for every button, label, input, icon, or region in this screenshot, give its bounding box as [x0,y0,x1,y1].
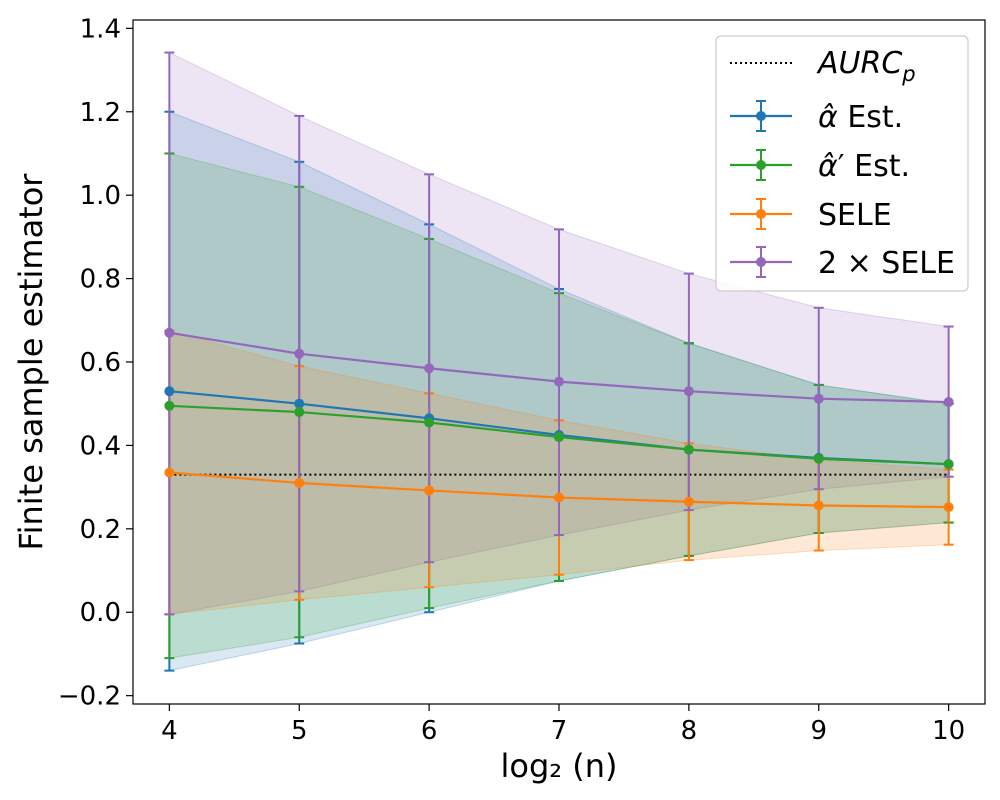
legend-handle-marker [756,209,766,219]
series-markers [164,327,954,513]
legend-label-main: SELE [818,198,892,233]
data-point [164,327,175,338]
legend-handle-marker [756,257,766,267]
data-point [683,496,694,507]
legend-handle-marker [756,111,766,121]
legend-handle-marker [756,160,766,170]
y-tick-label: 1.4 [80,14,121,44]
data-point [294,407,305,418]
legend-label-aurc-main: AURC [816,46,902,81]
legend-label: 2 × SELE [818,246,955,281]
y-tick-label: 0.4 [80,431,121,461]
data-point [683,386,694,397]
data-point [943,397,954,408]
data-point [294,477,305,488]
y-tick-label: 0.2 [80,515,121,545]
legend-label-rest: Est. [845,149,910,184]
legend-label-aurc: AURCp [816,46,916,86]
legend-label-main: α̂ [818,149,838,184]
data-point [813,453,824,464]
data-point [554,492,564,503]
y-tick-label: −0.2 [58,682,121,712]
data-point [813,500,824,511]
legend-label-prime: ′ [838,149,845,184]
y-tick-label: 1.0 [80,181,121,211]
x-tick-label: 6 [421,716,438,746]
data-point [554,376,564,387]
data-point [294,398,305,409]
x-axis: 4 5 6 7 8 9 10 [161,704,965,746]
data-point [683,444,694,455]
x-tick-label: 8 [681,716,698,746]
x-tick-label: 9 [810,716,827,746]
data-point [424,363,435,374]
x-tick-label: 10 [932,716,965,746]
legend-label-main: α̂ [818,100,838,135]
x-tick-label: 7 [551,716,568,746]
x-tick-label: 4 [161,716,178,746]
x-axis-label: log₂ (n) [500,747,617,785]
data-point [554,432,564,443]
legend-label-aurc-sub: p [901,62,915,86]
legend-label: α̂′ Est. [818,149,910,184]
data-point [424,485,435,496]
data-point [294,348,305,359]
data-point [164,467,175,478]
data-point [424,417,435,428]
legend-label: SELE [818,198,892,233]
y-tick-label: 1.2 [80,98,121,128]
data-point [164,400,175,411]
legend-label-main: 2 × SELE [818,246,955,281]
y-tick-label: 0.8 [80,265,121,295]
data-point [813,393,824,404]
legend-label: α̂ Est. [818,100,903,135]
legend-label-rest: Est. [838,100,903,135]
y-tick-label: 0.0 [80,598,121,628]
y-axis: −0.2 0.0 0.2 0.4 0.6 0.8 1.0 1.2 1.4 [58,14,133,712]
legend-box [715,35,969,292]
y-tick-label: 0.6 [80,348,121,378]
y-axis-label: Finite sample estimator [12,173,50,551]
x-tick-label: 5 [291,716,308,746]
data-point [164,386,175,397]
data-point [943,459,954,470]
data-point [943,502,954,513]
